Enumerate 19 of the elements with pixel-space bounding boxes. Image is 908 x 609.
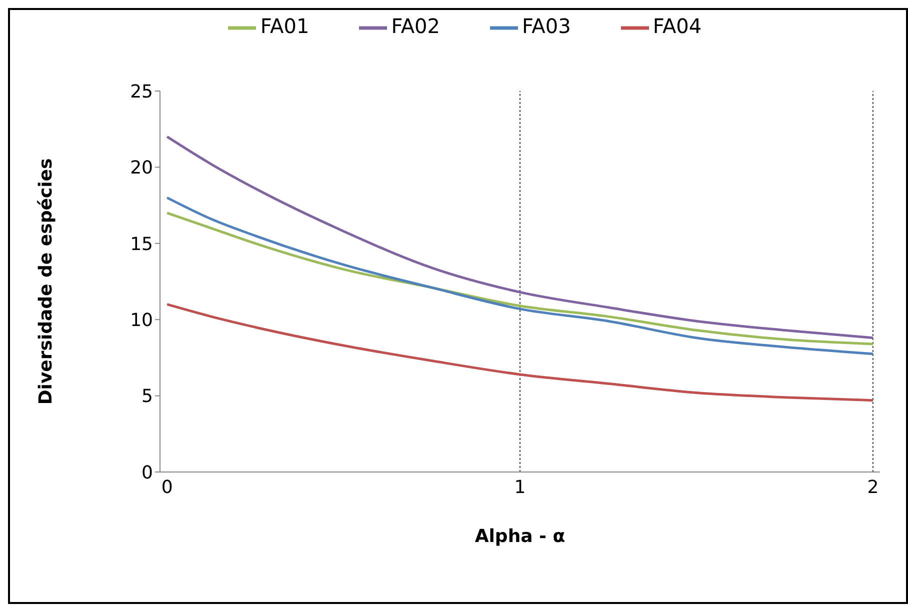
y-tick-label: 15 [130, 234, 153, 255]
x-axis-title: Alpha - α [474, 526, 566, 547]
y-tick-label: 0 [142, 462, 153, 484]
line-series [166, 135, 874, 340]
y-tick-label: 25 [130, 81, 153, 102]
legend-label: FA04 [652, 14, 702, 38]
line-series [166, 212, 874, 346]
legend-label: FA01 [260, 14, 310, 38]
line-series [166, 196, 874, 356]
x-tick-label: 1 [514, 476, 526, 498]
y-tick-label: 10 [130, 310, 153, 331]
legend-label: FA03 [522, 14, 571, 38]
line-series [166, 303, 874, 402]
y-axis-title: Diversidade de espécies [35, 158, 56, 405]
y-tick-label: 5 [142, 386, 153, 408]
x-tick-label: 2 [867, 476, 879, 498]
y-tick-label: 20 [130, 158, 153, 179]
legend-label: FA02 [391, 14, 440, 38]
x-tick-label: 0 [161, 476, 173, 498]
